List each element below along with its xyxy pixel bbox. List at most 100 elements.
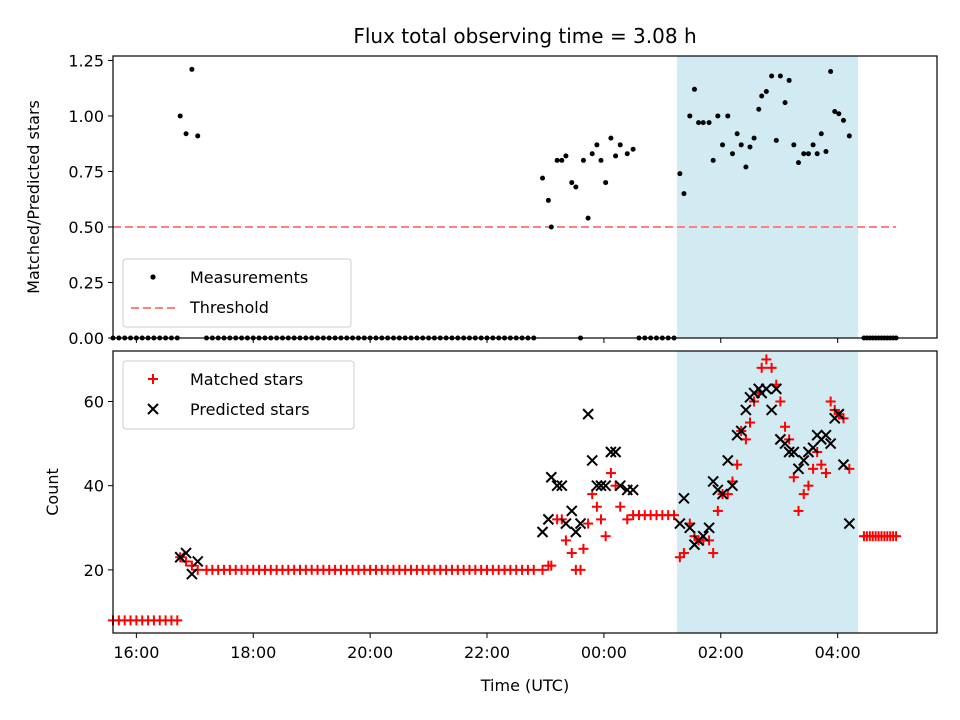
matched-point [678,548,689,559]
measurement-point [540,175,546,181]
x-b [833,408,845,420]
measurement-point [189,66,195,72]
x-b [837,458,850,471]
top-panel: 0.00 0.25 0.50 0.75 1.00 1.25 Matched/Predict… [24,51,938,348]
bottom-panel: 20 40 60 16:00 18:00 20:00 22:00 00:00 02:00 04:… [43,350,938,695]
measurement-point [630,146,636,152]
measurement-point [617,142,623,148]
x-b [566,505,578,517]
x-b [684,522,696,534]
bottom-y-ticks: 20 40 60 [84,393,113,580]
measurement-point [769,73,775,79]
measurement-point [710,157,716,163]
measurement-point [832,109,838,115]
predicted-point [735,425,747,437]
measurement-point [720,142,726,148]
measurement-point [840,117,846,123]
predicted-point [820,429,832,441]
matched-point [780,421,791,432]
predicted-point [566,505,578,517]
matched-point [891,531,902,542]
measurement-point [608,135,614,141]
legend-predicted-marker [147,403,159,415]
measurement-point [814,151,820,157]
matched-point [528,564,539,575]
measurement-point [687,113,693,119]
x-b [735,425,747,437]
measurement-point [624,151,630,157]
predicted-point [180,547,192,559]
predicted-point [707,475,719,488]
x-b [595,479,607,492]
predicted-point [678,492,690,505]
measurement-point [836,111,842,117]
measurement-point [805,151,811,157]
top-x-ticks [135,338,839,343]
measurement-point [706,120,712,126]
matched-point [583,518,594,529]
x-b [678,492,690,505]
x-tick-label: 18:00 [230,643,276,662]
predicted-point [765,404,778,416]
predicted-point [605,446,617,458]
predicted-point [843,517,856,530]
measurement-point [613,153,619,159]
legend-predicted-label: Predicted stars [190,400,310,419]
x-tick-label: 20:00 [347,643,393,662]
matched-point [192,564,203,575]
x-b [798,454,810,467]
x-b [180,547,192,559]
bottom-legend: Matched stars Predicted stars [122,360,355,430]
measurement-point [810,142,816,148]
measurement-point [773,137,779,143]
measurement-point [795,160,801,166]
bottom-y-tick-label: 60 [84,393,104,412]
x-b [722,454,734,467]
chart-title: Flux total observing time = 3.08 h [353,24,696,48]
top-y-tick-label: 1.25 [68,51,104,70]
predicted-point [586,454,598,467]
predicted-point [627,484,639,496]
predicted-point [779,437,791,450]
matched-point [732,459,743,470]
predicted-point [824,437,837,450]
measurement-point [791,142,797,148]
measurement-point [696,120,702,126]
top-y-tick-label: 0.00 [68,329,104,348]
measurement-point [585,215,591,221]
top-legend: Measurements Threshold [122,258,352,328]
x-b [703,522,715,534]
measurement-point [715,113,721,119]
measurement-point [725,113,731,119]
x-tick-label: 16:00 [113,643,159,662]
x-tick-label: 04:00 [815,643,861,662]
predicted-point [551,479,563,492]
bottom-axes-frame [112,350,938,634]
x-b [783,446,795,458]
x-b [843,517,856,530]
top-legend-box [122,258,352,328]
x-b [545,471,558,483]
predicted-point [716,488,729,500]
bottom-legend-box [122,360,355,430]
measurement-point [598,157,604,163]
predicted-point [726,479,739,492]
legend-threshold-label: Threshold [189,298,269,317]
measurement-point [563,153,569,159]
bottom-y-tick-label: 40 [84,477,104,496]
predicted-point [770,383,782,395]
x-tick-label: 22:00 [464,643,510,662]
predicted-point [536,526,549,538]
measurement-point [177,113,183,119]
x-b [779,437,791,450]
x-tick-label: 02:00 [698,643,744,662]
x-b [186,568,198,580]
x-b [627,484,639,496]
top-y-tick-label: 0.75 [68,162,104,181]
measurement-point [700,120,706,126]
top-y-tick-label: 0.50 [68,218,104,237]
matched-point [578,543,589,554]
x-b [716,488,729,500]
predicted-point [174,551,186,563]
